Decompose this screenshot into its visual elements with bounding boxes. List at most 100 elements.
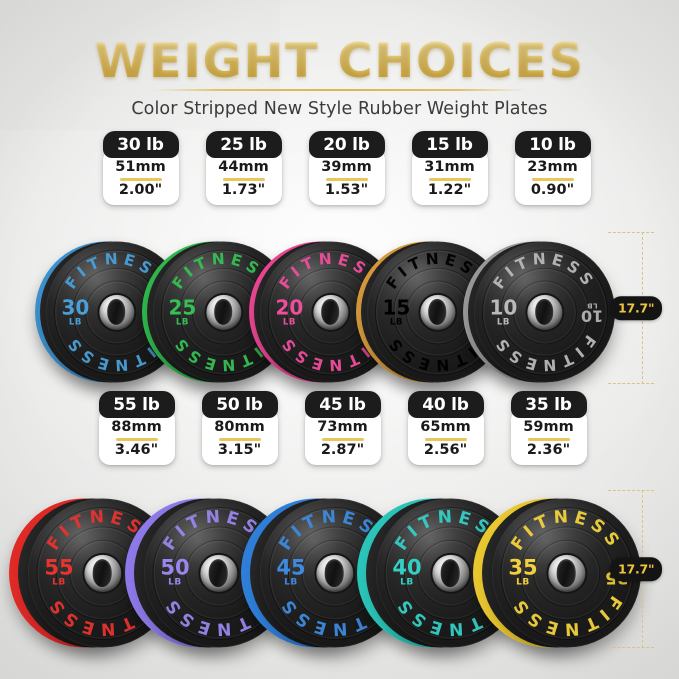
spec-badge-row-1: 30 lb 51mm 2.00" 25 lb 44mm 1.73" 20 lb … <box>0 131 679 205</box>
spec-badge-mm: 80mm <box>214 419 265 435</box>
spec-badge-body: 31mm 1.22" <box>411 149 488 205</box>
plate-center-hub <box>419 294 456 330</box>
spec-badge: 35 lb 59mm 2.36" <box>510 391 587 465</box>
weight-plate[interactable]: FITNESSFITNESS25LB25LB <box>142 237 294 387</box>
plate-weight-number: 50 LB <box>160 555 190 589</box>
plate-weight-unit: LB <box>496 316 510 327</box>
spec-badge-inch: 3.15" <box>217 441 262 458</box>
spec-badge-weight: 55 lb <box>98 391 175 418</box>
plate-weight-unit: LB <box>389 316 403 327</box>
plate-weight-unit: LB <box>52 578 66 589</box>
spec-badge-divider <box>428 178 471 181</box>
spec-badge-body: 80mm 3.15" <box>201 409 278 465</box>
spec-badge-inch: 0.90" <box>530 181 575 198</box>
weight-plate[interactable]: FITNESSFITNESS15LB15LB <box>356 237 508 387</box>
spec-badge-weight: 35 lb <box>510 391 587 418</box>
svg-text:FITNESS: FITNESS <box>490 250 599 293</box>
spec-badge-inch: 1.22" <box>427 181 472 198</box>
spec-badge: 40 lb 65mm 2.56" <box>407 391 484 465</box>
plate-weight-value: 25 <box>168 294 197 319</box>
spec-badge-inch: 2.56" <box>423 441 468 458</box>
spec-badge-mm: 88mm <box>111 419 162 435</box>
weight-plate[interactable]: FITNESSFITNESS20LB20LB <box>249 237 401 387</box>
plate-face: FITNESS FITNESS 35 LB 35 LB <box>492 498 641 648</box>
page-subtitle: Color Stripped New Style Rubber Weight P… <box>131 99 548 119</box>
spec-badge-weight: 30 lb <box>102 131 179 158</box>
plate-weight-number-mirrored: 35 LB <box>605 561 629 587</box>
plate-center-hub <box>547 554 586 592</box>
spec-badge-body: 51mm 2.00" <box>102 149 179 205</box>
spec-badge-body: 44mm 1.73" <box>205 149 282 205</box>
svg-text:FITNESS: FITNESS <box>508 592 626 639</box>
plate-center-hub <box>315 554 354 592</box>
plate-weight-number-mirrored: 10 LB <box>581 301 603 325</box>
plate-weight-value: 55 <box>44 555 74 580</box>
header: WEIGHT CHOICES Color Stripped New Style … <box>0 38 679 119</box>
spec-badge-mm: 23mm <box>527 159 578 175</box>
plate-weight-value: 50 <box>160 555 190 580</box>
plate-center-hub <box>312 294 349 330</box>
spec-badge-body: 88mm 3.46" <box>98 409 175 465</box>
spec-badge-inch: 3.46" <box>114 441 159 458</box>
plate-weight-value: 10 <box>489 294 518 319</box>
plate-row-1: FITNESSFITNESS30LB30LBFITNESSFITNESS25LB… <box>0 236 679 388</box>
plate-center-hub <box>526 294 563 330</box>
spec-badge-mm: 44mm <box>218 159 269 175</box>
spec-badge: 25 lb 44mm 1.73" <box>205 131 282 205</box>
spec-badge-mm: 73mm <box>317 419 368 435</box>
spec-badge-weight: 45 lb <box>304 391 381 418</box>
weight-plate[interactable]: FITNESS FITNESS 35 LB 35 LB <box>473 495 641 651</box>
callout-tick-top <box>608 490 654 491</box>
plate-weight-number: 20 LB <box>275 294 304 327</box>
spec-badge-divider <box>321 438 364 441</box>
plate-weight-unit: LB <box>284 578 298 589</box>
plate-weight-number: 25 LB <box>168 294 197 326</box>
spec-badge-body: 65mm 2.56" <box>407 409 484 465</box>
weight-plate[interactable]: FITNESSFITNESS30LB30LB <box>35 237 187 387</box>
spec-badge-weight: 15 lb <box>411 131 488 158</box>
weight-plate[interactable]: FITNESS FITNESS 10 LB 10 LB <box>463 237 615 387</box>
plate-weight-unit: LB <box>68 316 82 327</box>
spec-badge-divider <box>218 438 261 441</box>
plate-weight-number: 15 LB <box>383 297 411 327</box>
spec-badge-divider <box>222 178 265 181</box>
plate-face: FITNESS FITNESS 10 LB 10 LB <box>474 241 615 383</box>
plate-weight-unit: LB <box>516 578 530 589</box>
title-underline <box>153 89 526 91</box>
spec-badge-inch: 2.87" <box>320 441 365 458</box>
spec-badge: 10 lb 23mm 0.90" <box>514 131 591 205</box>
spec-badge-mm: 59mm <box>523 419 574 435</box>
spec-badge-weight: 25 lb <box>205 131 282 158</box>
spec-badge: 55 lb 88mm 3.46" <box>98 391 175 465</box>
spec-badge-weight: 40 lb <box>407 391 484 418</box>
spec-badge-weight: 50 lb <box>201 391 278 418</box>
spec-badge-row-2: 55 lb 88mm 3.46" 50 lb 80mm 3.15" 45 lb … <box>0 391 679 465</box>
spec-badge-mm: 39mm <box>321 159 372 175</box>
plate-weight-value: 45 <box>276 555 306 580</box>
spec-badge-body: 73mm 2.87" <box>304 409 381 465</box>
spec-badge: 30 lb 51mm 2.00" <box>102 131 179 205</box>
spec-badge-divider <box>527 438 570 441</box>
plate-weight-value: 30 <box>61 294 90 319</box>
spec-badge-inch: 1.53" <box>324 181 369 198</box>
spec-badge-weight: 20 lb <box>308 131 385 158</box>
svg-text:FITNESS: FITNESS <box>490 332 599 375</box>
plate-weight-value: 20 <box>275 294 304 319</box>
spec-badge-weight: 10 lb <box>514 131 591 158</box>
page-title: WEIGHT CHOICES <box>0 38 679 85</box>
spec-badge-mm: 65mm <box>420 419 471 435</box>
plate-weight-unit: LB <box>282 316 296 327</box>
spec-badge-inch: 1.73" <box>221 181 266 198</box>
plate-weight-number: 40 LB <box>392 557 421 588</box>
spec-badge-inch: 2.00" <box>118 181 163 198</box>
spec-badge-body: 39mm 1.53" <box>308 149 385 205</box>
plate-weight-unit: LB <box>168 578 182 589</box>
spec-badge-divider <box>424 438 467 441</box>
spec-badge-divider <box>119 178 162 181</box>
spec-badge-divider <box>325 178 368 181</box>
plate-center-hub <box>205 294 242 330</box>
spec-badge: 50 lb 80mm 3.15" <box>201 391 278 465</box>
callout-tick-top <box>608 232 654 233</box>
spec-badge: 20 lb 39mm 1.53" <box>308 131 385 205</box>
